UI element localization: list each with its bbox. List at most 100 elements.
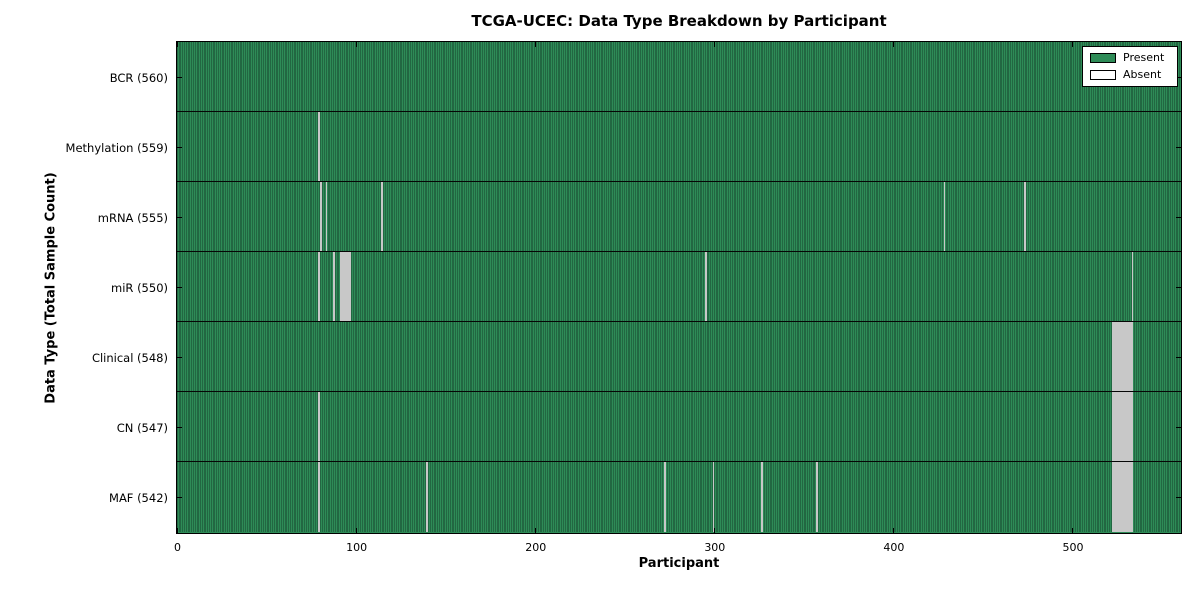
x-tick-mark xyxy=(176,528,178,533)
absent-gap xyxy=(1111,462,1114,532)
x-tick-mark xyxy=(1072,42,1074,47)
x-tick-mark xyxy=(713,42,715,47)
absent-gap xyxy=(1117,462,1120,532)
legend-label-absent: Absent xyxy=(1123,68,1162,81)
y-tick-mark xyxy=(177,426,182,428)
y-tick-mark xyxy=(1176,426,1181,428)
y-tick-label-cn: CN (547) xyxy=(116,420,168,435)
absent-gap xyxy=(705,252,708,321)
chart-title: TCGA-UCEC: Data Type Breakdown by Partic… xyxy=(471,12,887,30)
absent-gap xyxy=(1122,322,1125,391)
y-tick-mark xyxy=(177,216,182,218)
x-tick-mark xyxy=(892,528,894,533)
absent-gap xyxy=(1129,322,1132,391)
absent-gap xyxy=(1119,462,1121,532)
x-tick-label-0: 0 xyxy=(174,541,181,554)
absent-gap xyxy=(1115,392,1118,461)
x-tick-label-300: 300 xyxy=(704,541,726,554)
y-tick-label-mir: miR (550) xyxy=(111,280,168,295)
absent-gap xyxy=(712,462,715,532)
y-tick-label-methylation: Methylation (559) xyxy=(65,140,168,155)
x-tick-mark xyxy=(713,528,715,533)
y-tick-label-maf: MAF (542) xyxy=(109,490,168,505)
absent-gap xyxy=(318,112,321,181)
absent-gap xyxy=(1124,392,1127,461)
absent-gap xyxy=(332,252,335,321)
absent-gap xyxy=(318,252,321,321)
absent-gap xyxy=(1120,462,1123,532)
y-tick-mark xyxy=(177,76,182,78)
absent-gap xyxy=(320,182,323,251)
y-tick-mark xyxy=(1176,496,1181,498)
row-mir xyxy=(177,252,1181,322)
plot-area xyxy=(176,41,1182,534)
absent-gap xyxy=(1131,392,1134,461)
absent-gap xyxy=(1131,462,1134,532)
absent-gap xyxy=(325,182,328,251)
y-tick-label-mrna: mRNA (555) xyxy=(97,210,168,225)
absent-gap xyxy=(1124,322,1127,391)
absent-gap xyxy=(1120,322,1123,391)
x-tick-mark xyxy=(355,42,357,47)
absent-gap xyxy=(1124,462,1127,532)
row-clinical xyxy=(177,322,1181,392)
absent-gap xyxy=(1131,252,1134,321)
y-tick-mark xyxy=(1176,216,1181,218)
absent-gap xyxy=(943,182,946,251)
absent-gap xyxy=(343,252,346,321)
absent-gap xyxy=(760,462,763,532)
absent-gap xyxy=(1128,462,1130,532)
absent-gap xyxy=(1115,322,1118,391)
absent-gap xyxy=(1113,392,1116,461)
absent-gap xyxy=(1111,322,1114,391)
absent-gap xyxy=(425,462,428,532)
legend-entry-absent: Absent xyxy=(1090,69,1170,81)
absent-gap xyxy=(347,252,349,321)
y-tick-mark xyxy=(1176,286,1181,288)
x-tick-mark xyxy=(534,528,536,533)
y-tick-mark xyxy=(177,146,182,148)
absent-gap xyxy=(1113,322,1116,391)
absent-gap xyxy=(1117,322,1120,391)
absent-gap xyxy=(339,252,342,321)
x-tick-label-200: 200 xyxy=(525,541,547,554)
y-tick-mark xyxy=(177,496,182,498)
absent-gap xyxy=(1111,392,1114,461)
absent-gap xyxy=(318,392,321,461)
x-tick-mark xyxy=(892,42,894,47)
absent-gap xyxy=(1126,392,1129,461)
legend-label-present: Present xyxy=(1123,51,1165,64)
x-tick-label-500: 500 xyxy=(1062,541,1084,554)
x-axis-label: Participant xyxy=(638,556,720,571)
absent-gap xyxy=(1119,392,1121,461)
x-tick-mark xyxy=(534,42,536,47)
absent-gap xyxy=(664,462,666,532)
row-cn xyxy=(177,392,1181,462)
y-tick-mark xyxy=(177,356,182,358)
legend-swatch-absent-icon xyxy=(1090,70,1116,80)
absent-gap xyxy=(345,252,348,321)
x-tick-mark xyxy=(176,42,178,47)
absent-gap xyxy=(1128,322,1130,391)
y-tick-label-clinical: Clinical (548) xyxy=(91,350,168,365)
y-tick-mark xyxy=(177,286,182,288)
absent-gap xyxy=(318,462,321,532)
absent-gap xyxy=(1128,392,1130,461)
absent-gap xyxy=(1126,322,1129,391)
absent-gap xyxy=(1131,322,1134,391)
absent-gap xyxy=(1115,462,1118,532)
absent-gap xyxy=(1117,392,1120,461)
legend-entry-present: Present xyxy=(1090,52,1170,64)
y-axis-label: Data Type (Total Sample Count) xyxy=(43,172,59,404)
legend: Present Absent xyxy=(1082,46,1178,87)
row-maf xyxy=(177,462,1181,532)
row-methylation xyxy=(177,112,1181,182)
absent-gap xyxy=(381,182,383,251)
y-tick-mark xyxy=(1176,356,1181,358)
row-bcr xyxy=(177,42,1181,112)
absent-gap xyxy=(1024,182,1026,251)
absent-gap xyxy=(1113,462,1116,532)
absent-gap xyxy=(1126,462,1129,532)
x-tick-label-400: 400 xyxy=(883,541,905,554)
